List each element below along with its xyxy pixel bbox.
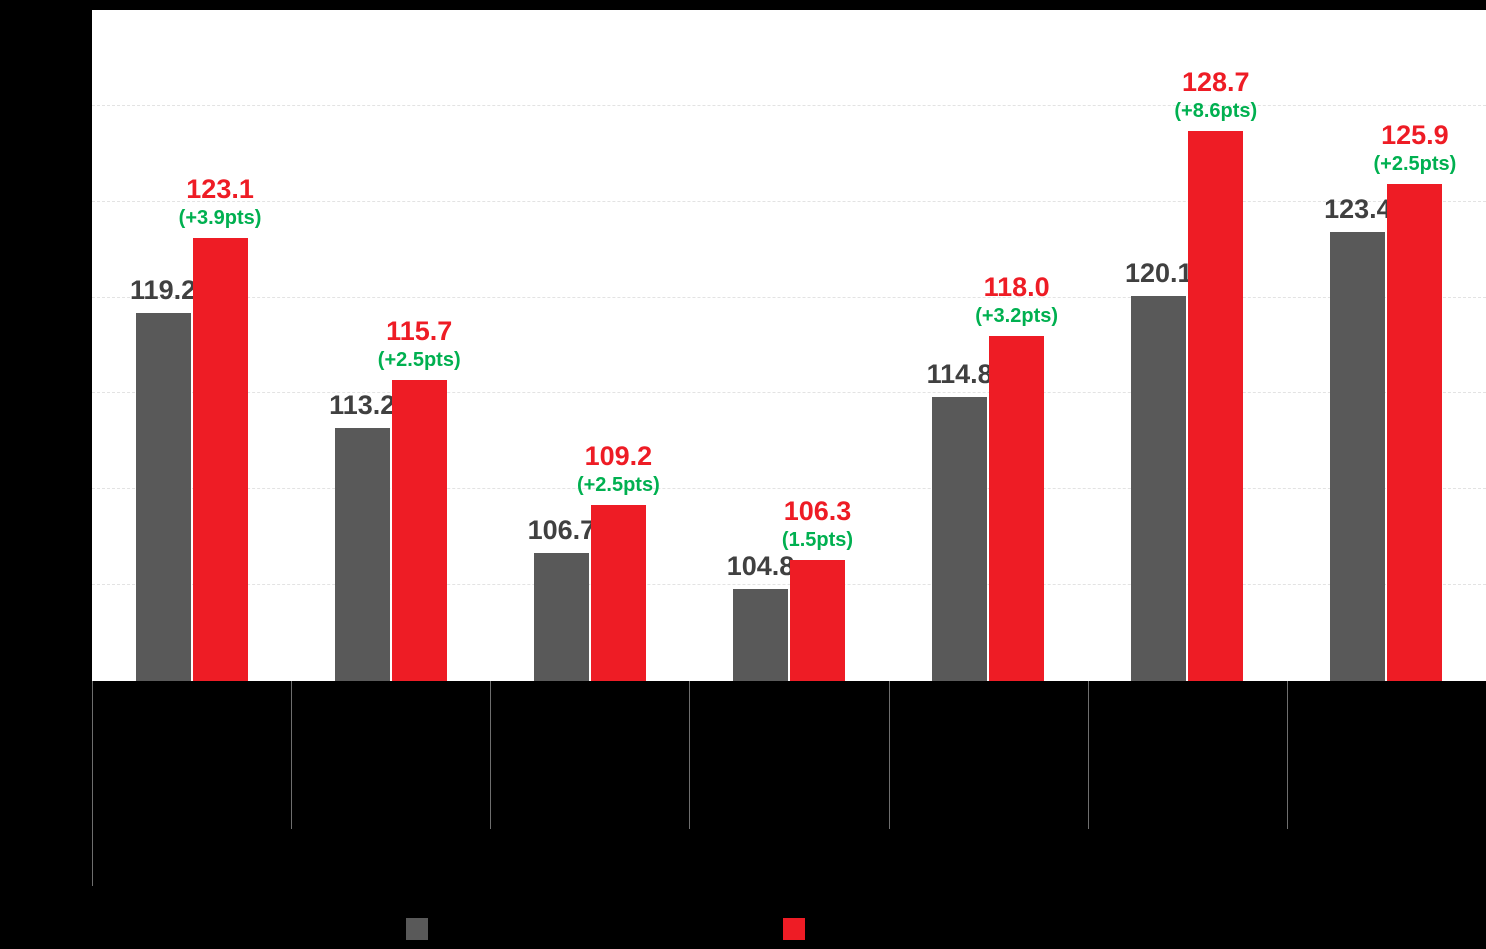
axis-separator [1087,681,1089,829]
red-value-label: 106.3 [783,496,852,527]
plot-area: 119.2 123.1 (+3.9pts) 113.2 115.7 (+2.5pts) 10… [92,10,1486,681]
gridline [92,200,1486,202]
gray-bar-column: 113.2 [329,10,395,681]
x-axis-area [0,681,1486,949]
red-bar [391,380,447,681]
red-value-label: 109.2 [584,440,653,471]
red-value-label: 128.7 [1181,66,1250,97]
gridline [92,296,1486,298]
axis-separator [490,681,492,829]
axis-separator [291,681,293,829]
delta-label: (+3.2pts) [975,304,1059,327]
legend-swatch-gray [406,918,428,940]
bar-group: 106.7 109.2 (+2.5pts) [490,10,689,681]
delta-label: (+2.5pts) [1373,153,1457,176]
bar-group: 104.8 106.3 (1.5pts) [689,10,888,681]
gray-bar-column: 106.7 [528,10,595,681]
delta-label: (+2.5pts) [377,349,461,372]
red-bar-column: 128.7 (+8.6pts) [1174,10,1257,681]
red-bar [590,504,646,681]
red-bar [989,335,1045,681]
red-bar [789,560,845,681]
bar-groups: 119.2 123.1 (+3.9pts) 113.2 115.7 (+2.5pts) 10… [92,10,1486,681]
axis-separator [689,681,691,829]
red-bar-column: 125.9 (+2.5pts) [1374,10,1456,681]
gray-value-label: 119.2 [130,274,197,305]
red-value-label: 125.9 [1381,120,1449,151]
delta-label: (1.5pts) [781,529,854,552]
bar-group: 119.2 123.1 (+3.9pts) [92,10,291,681]
red-bar-column: 115.7 (+2.5pts) [378,10,461,681]
gray-bar-column: 104.8 [727,10,794,681]
bar-group: 123.4 125.9 (+2.5pts) [1287,10,1486,681]
gray-value-label: 106.7 [527,514,596,545]
gray-bar [1330,232,1386,681]
gridline [92,392,1486,394]
bar-group: 113.2 115.7 (+2.5pts) [291,10,490,681]
gray-value-label: 123.4 [1324,194,1392,225]
gray-bar-column: 119.2 [130,10,196,681]
gray-bar [932,397,988,681]
red-bar-column: 106.3 (1.5pts) [782,10,853,681]
axis-separator [92,681,93,886]
red-value-label: 118.0 [983,271,1050,302]
gray-bar-column: 120.1 [1125,10,1193,681]
gridline [92,584,1486,586]
red-bar [1188,130,1244,681]
red-bar [192,238,248,681]
gray-value-label: 114.8 [926,359,993,390]
gray-bar [533,552,589,681]
red-bar-column: 118.0 (+3.2pts) [975,10,1058,681]
axis-separator [1286,681,1288,829]
delta-label: (+8.6pts) [1174,99,1258,122]
gridline [92,488,1486,490]
gray-value-label: 113.2 [329,389,396,420]
gray-value-label: 120.1 [1124,257,1193,288]
bar-group: 120.1 128.7 (+8.6pts) [1088,10,1287,681]
gray-value-label: 104.8 [726,550,795,581]
delta-label: (+2.5pts) [576,473,660,496]
gray-bar [135,312,191,681]
axis-separator [888,681,890,829]
legend-swatch-red [783,918,805,940]
red-value-label: 115.7 [386,315,453,346]
red-bar [1387,184,1443,681]
red-bar-column: 123.1 (+3.9pts) [179,10,261,681]
gray-bar [334,427,390,681]
gray-bar [732,588,788,681]
bar-group: 114.8 118.0 (+3.2pts) [889,10,1088,681]
gray-bar-column: 114.8 [927,10,993,681]
gray-bar [1131,295,1187,681]
delta-label: (+3.9pts) [178,207,262,230]
red-bar-column: 109.2 (+2.5pts) [577,10,660,681]
red-value-label: 123.1 [186,174,254,205]
gridline [92,104,1486,106]
gray-bar-column: 123.4 [1324,10,1392,681]
legend [0,915,1486,945]
